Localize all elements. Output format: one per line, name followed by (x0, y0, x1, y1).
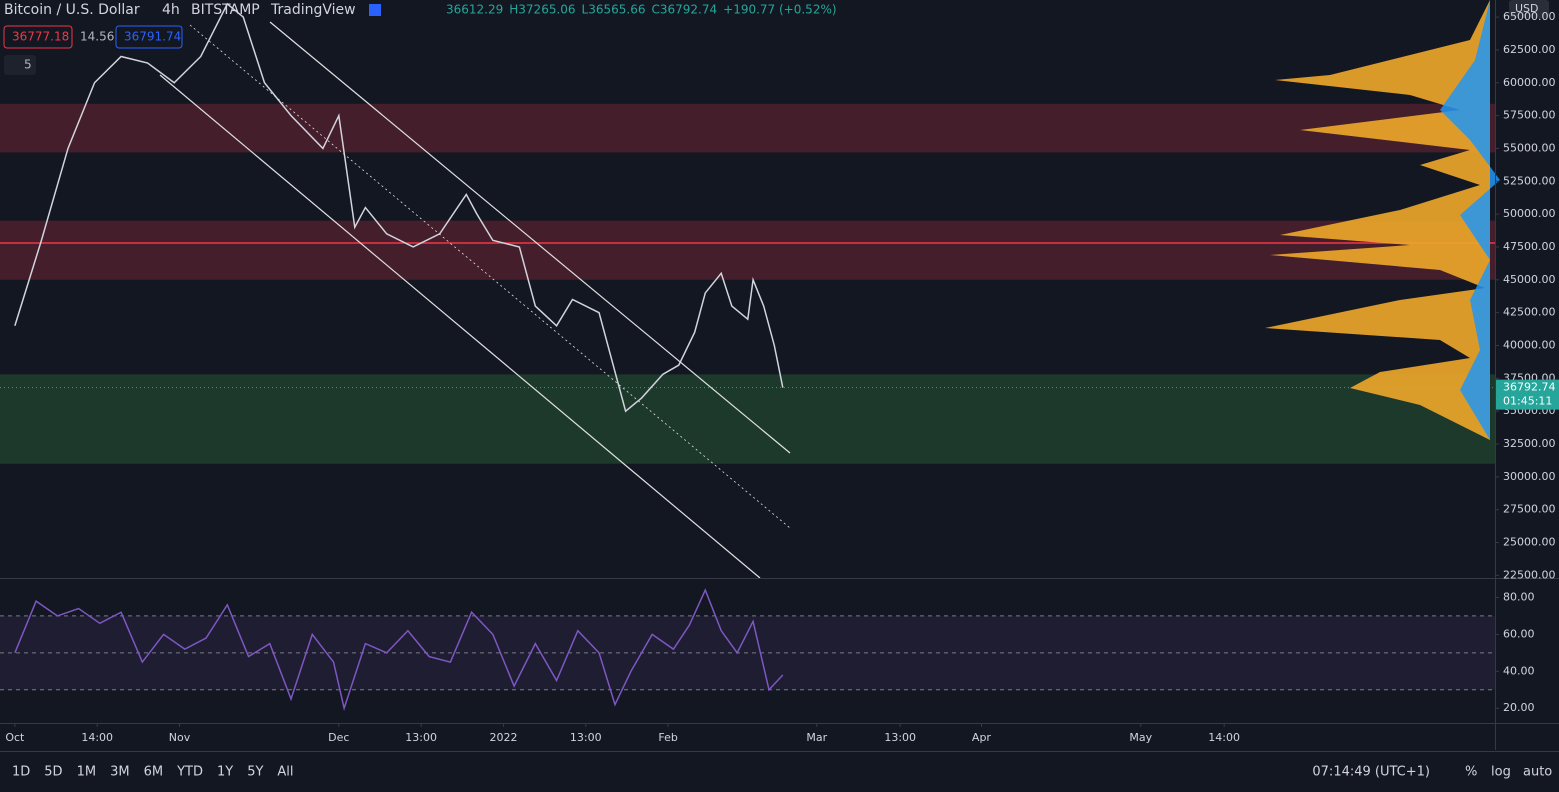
time-tick-label: May (1129, 731, 1152, 744)
ohlc-value: C36792.74 (652, 3, 718, 17)
indicators-toggle[interactable] (4, 55, 36, 75)
currency: USD (1515, 2, 1539, 15)
interval: 4h (162, 2, 180, 18)
symbol: Bitcoin / U.S. Dollar (4, 2, 140, 18)
price-tick-label: 57500.00 (1503, 109, 1556, 122)
source: TradingView (270, 2, 356, 18)
time-tick-label: 14:00 (1208, 731, 1240, 744)
header: Bitcoin / U.S. Dollar 4h BITSTAMP Tradin… (3, 0, 1549, 75)
range-button[interactable]: 1M (77, 765, 97, 780)
ohlc-value: L36565.66 (582, 3, 646, 17)
price-tick-label: 50000.00 (1503, 207, 1556, 220)
zone (0, 103, 1495, 153)
channel-upper (269, 21, 791, 454)
time-tick-label: 13:00 (570, 731, 602, 744)
log-toggle[interactable]: log (1491, 765, 1511, 780)
range-button[interactable]: 3M (110, 765, 130, 780)
range-button[interactable]: All (277, 765, 293, 780)
zone (0, 220, 1495, 280)
rsi-tick-label: 20.00 (1503, 701, 1535, 714)
channel-lower (159, 74, 761, 579)
range-button[interactable]: 5D (44, 765, 62, 780)
range-button[interactable]: YTD (176, 765, 203, 780)
time-tick-label: Oct (5, 731, 25, 744)
auto-toggle[interactable]: auto (1523, 765, 1552, 780)
clock: 07:14:49 (UTC+1) (1312, 765, 1430, 780)
price-tick-label: 25000.00 (1503, 536, 1556, 549)
range-button[interactable]: 1Y (217, 765, 233, 780)
range-button[interactable]: 5Y (247, 765, 263, 780)
bid-box[interactable] (3, 25, 73, 49)
price-tick-label: 45000.00 (1503, 273, 1556, 286)
time-tick-label: 13:00 (884, 731, 916, 744)
time-tick-label: Dec (328, 731, 349, 744)
rsi-line (14, 588, 784, 712)
range-button[interactable]: 6M (144, 765, 164, 780)
time-tick-label: 14:00 (81, 731, 113, 744)
rsi-tick-label: 60.00 (1503, 627, 1535, 640)
price-tick-label: 32500.00 (1503, 437, 1556, 450)
rsi-tick-label: 80.00 (1503, 590, 1535, 603)
ohlc-value: H37265.06 (509, 3, 575, 17)
spread: 14.56 (80, 30, 114, 44)
price-tick-label: 42500.00 (1503, 306, 1556, 319)
rsi-tick-label: 40.00 (1503, 664, 1535, 677)
volume-profile (1265, 0, 1490, 440)
price-tick-label: 27500.00 (1503, 503, 1556, 516)
ohlc-value: 36612.29 (446, 3, 503, 17)
exchange: BITSTAMP (191, 2, 260, 18)
time-tick-label: Apr (972, 731, 992, 744)
ask: 36791.74 (124, 30, 181, 44)
channel-mid (189, 24, 791, 529)
price-line (14, 2, 784, 413)
ask-box[interactable] (115, 25, 183, 49)
zone (0, 374, 1495, 464)
price-tick-label: 62500.00 (1503, 43, 1556, 56)
price-tick-label: 60000.00 (1503, 76, 1556, 89)
indicators-count: 5 (24, 58, 32, 72)
time-tick-label: Mar (806, 731, 827, 744)
time-tick-label: Nov (169, 731, 191, 744)
price-tick-label: 30000.00 (1503, 470, 1556, 483)
ohlc-value: +190.77 (+0.52%) (723, 3, 836, 17)
last-price: 36792.74 (1503, 381, 1556, 394)
price-tick-label: 47500.00 (1503, 240, 1556, 253)
price-tick-label: 40000.00 (1503, 338, 1556, 351)
time-tick-label: 13:00 (405, 731, 437, 744)
time-tick-label: Feb (658, 731, 677, 744)
bid: 36777.18 (12, 30, 69, 44)
volume-profile-up (1440, 0, 1500, 440)
price-tick-label: 52500.00 (1503, 174, 1556, 187)
range-button[interactable]: 1D (12, 765, 30, 780)
price-tick-label: 55000.00 (1503, 141, 1556, 154)
last-price-box (1496, 379, 1559, 410)
currency-button[interactable] (1509, 0, 1549, 18)
percent-toggle[interactable]: % (1465, 765, 1477, 780)
price-tick-label: 65000.00 (1503, 10, 1556, 23)
flag-icon[interactable] (369, 4, 381, 16)
countdown: 01:45:11 (1503, 395, 1552, 408)
price-pane (0, 2, 1495, 464)
price-tick-label: 22500.00 (1503, 568, 1556, 581)
time-tick-label: 2022 (489, 731, 517, 744)
